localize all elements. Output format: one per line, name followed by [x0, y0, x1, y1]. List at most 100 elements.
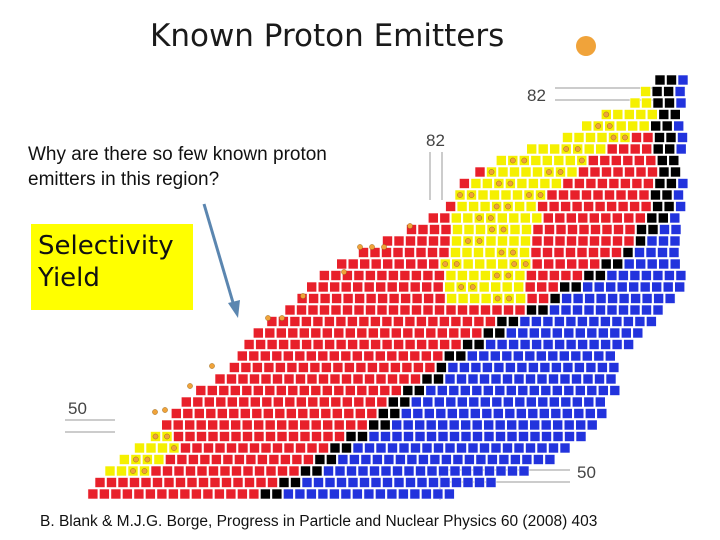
nuclide-cell — [345, 419, 357, 431]
nuclide-cell — [606, 270, 618, 281]
emitter-dot — [498, 249, 505, 256]
nuclide-cell — [225, 488, 237, 500]
nuclide-cell — [330, 270, 342, 281]
nuclide-cell — [376, 304, 388, 316]
nuclide-cell — [299, 419, 311, 431]
nuclide-cell — [588, 339, 600, 350]
nuclide-cell — [324, 477, 336, 488]
box-line-selectivity: Selectivity — [38, 231, 174, 261]
nuclide-cell — [581, 350, 593, 362]
nuclide-cell — [322, 419, 334, 431]
nuclide-cell — [375, 373, 387, 385]
nuclide-cell — [134, 442, 145, 454]
nuclide-cell — [238, 396, 250, 408]
nuclide-cell — [498, 454, 510, 465]
nuclide-cell — [540, 327, 552, 339]
nuclide-cell — [528, 178, 539, 189]
nuclide-cell — [175, 477, 186, 488]
nuclide-cell — [456, 442, 467, 454]
nuclide-cell — [344, 362, 355, 373]
nuclide-cell — [415, 465, 426, 477]
nuclide-cell — [584, 408, 596, 419]
nuclide-cell — [585, 178, 597, 189]
nuclide-cell — [241, 385, 253, 396]
nuclide-cell — [391, 431, 403, 442]
nuclide-cell — [605, 373, 617, 385]
nuclide-cell — [646, 235, 658, 247]
nuclide-cell — [222, 454, 234, 465]
nuclide-cell — [196, 465, 208, 477]
nuclide-cell — [214, 488, 225, 500]
nuclide-cell — [516, 178, 528, 189]
nuclide-cell — [506, 431, 518, 442]
nuclide-cell — [500, 189, 512, 201]
nuclide-cell — [145, 442, 157, 454]
nuclide-cell — [460, 431, 472, 442]
nuclide-cell — [596, 408, 608, 419]
nuclide-cell — [565, 247, 576, 258]
nuclide-cell — [387, 373, 398, 385]
nuclide-cell — [287, 385, 299, 396]
nuclide-cell — [513, 442, 525, 454]
nuclide-cell — [623, 316, 634, 327]
nuclide-cell — [461, 247, 473, 258]
nuclide-cell — [357, 465, 369, 477]
nuclide-cell — [583, 396, 595, 408]
nuclide-cell — [441, 454, 452, 465]
nuclide-cell — [577, 316, 588, 327]
nuclide-cell — [597, 178, 608, 189]
nuclide-cell — [494, 385, 506, 396]
nuclide-cell — [352, 488, 363, 500]
nuclide-cell — [530, 247, 542, 258]
nuclide-cell — [489, 350, 501, 362]
emitter-dot — [465, 238, 471, 244]
nuclide-cell — [437, 419, 449, 431]
nuclide-cell — [505, 385, 517, 396]
nuclide-cell — [336, 258, 348, 270]
nuclide-cell — [559, 281, 571, 293]
nuclide-cell — [425, 419, 437, 431]
nuclide-cell — [347, 258, 359, 270]
emitter-dot — [610, 134, 617, 141]
nuclide-cell — [475, 454, 487, 465]
nuclide-cell — [569, 189, 581, 201]
emitter-dot — [476, 215, 483, 221]
nuclide-cell — [264, 327, 276, 339]
nuclide-cell — [421, 442, 433, 454]
nuclide-cell — [196, 431, 207, 442]
nuclide-cell — [436, 385, 448, 396]
nuclide-cell — [652, 97, 664, 109]
nuclide-cell — [275, 362, 286, 373]
nuclide-cell — [410, 442, 421, 454]
nuclide-cell — [638, 189, 650, 201]
nuclide-cell — [446, 408, 458, 419]
nuclide-cell — [192, 396, 204, 408]
nuclide-cell — [536, 281, 548, 293]
nuclide-cell — [670, 166, 681, 178]
nuclide-cell — [226, 373, 237, 385]
nuclide-cell — [537, 304, 549, 316]
emitter-dot — [458, 284, 465, 290]
nuclide-cell — [266, 316, 278, 327]
nuclide-cell — [565, 316, 577, 327]
nuclide-cell — [268, 454, 280, 465]
nuclide-cell — [329, 281, 341, 293]
nuclide-cell — [349, 454, 360, 465]
magic-n-top-label: 82 — [426, 131, 445, 150]
nuclide-cell — [537, 270, 549, 281]
nuclide-cell — [496, 212, 508, 224]
nuclide-cell — [445, 396, 457, 408]
nuclide-cell — [604, 350, 616, 362]
nuclide-cell — [299, 431, 311, 442]
nuclide-cell — [261, 396, 273, 408]
nuclide-cell — [608, 178, 620, 189]
nuclide-cell — [617, 201, 629, 212]
nuclide-cell — [202, 488, 214, 500]
nuclide-cell — [495, 155, 507, 166]
nuclide-cell — [457, 304, 468, 316]
nuclide-cell — [505, 362, 516, 373]
nuclide-cell — [551, 178, 562, 189]
nuclide-cell — [502, 396, 514, 408]
nuclide-cell — [452, 224, 463, 235]
nuclide-cell — [180, 442, 191, 454]
